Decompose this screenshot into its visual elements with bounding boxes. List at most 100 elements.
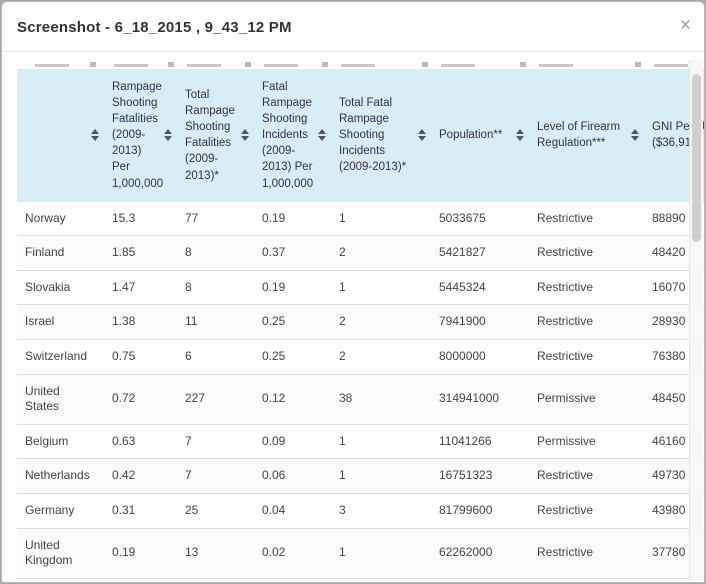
value-cell: 0.19 (254, 270, 331, 306)
value-cell: 0.19 (104, 528, 177, 579)
value-cell: 62262000 (431, 528, 529, 579)
value-cell: 0.63 (104, 424, 177, 460)
table-row: Norway 15.3 77 0.19 1 5033675 Restrictive 88890 (17, 201, 704, 237)
modal-header: Screenshot - 6_18_2015 , 9_43_12 PM × (2, 2, 704, 52)
column-header-label: Total Rampage Shooting Fatalities (2009-… (185, 89, 235, 182)
clipped-text-fragment (539, 64, 573, 67)
table-row: Finland 1.85 8 0.37 2 5421827 Restrictive 48420 (17, 235, 704, 271)
value-cell: 2 (331, 235, 431, 271)
clipped-row (17, 56, 704, 69)
value-cell: 5445324 (431, 270, 529, 306)
value-cell: 0.25 (254, 339, 331, 375)
value-cell: 16751323 (431, 458, 529, 494)
value-cell: 11041266 (431, 424, 529, 460)
table-row: Switzerland 0.75 6 0.25 2 8000000 Restrictive 7… (17, 339, 704, 375)
column-header-5[interactable]: Population** (431, 69, 529, 202)
value-cell: 5033675 (431, 201, 529, 237)
value-cell: 0.19 (254, 201, 331, 237)
column-header-3[interactable]: Fatal Rampage Shooting Incidents (2009-2… (254, 69, 331, 202)
value-cell: 0.02 (254, 528, 331, 579)
value-cell: Restrictive (529, 304, 644, 341)
country-cell: Netherlands (17, 458, 104, 494)
vertical-scrollbar[interactable] (689, 60, 703, 581)
value-cell: 38 (331, 374, 431, 425)
value-cell: 0.72 (104, 374, 177, 425)
value-cell: Permissive (529, 374, 644, 425)
value-cell: Permissive (529, 424, 644, 460)
value-cell: 0.09 (254, 424, 331, 460)
value-cell: 45560 (644, 578, 704, 582)
value-cell: 7 (177, 424, 254, 460)
table-head: Rampage Shooting Fatalities (2009-2013) … (17, 69, 704, 202)
sort-icon[interactable] (631, 129, 639, 142)
country-cell: Canada (17, 578, 104, 582)
clipped-sort-icon (520, 62, 526, 67)
country-cell: Belgium (17, 424, 104, 460)
value-cell: Restrictive (529, 270, 644, 306)
country-cell: Germany (17, 493, 104, 529)
value-cell: 0.75 (104, 339, 177, 375)
column-header-0[interactable] (17, 69, 104, 202)
table-row: Canada0.1760.06235010000Restrictive45560 (17, 578, 704, 582)
value-cell: 1.47 (104, 270, 177, 306)
value-cell: 7941900 (431, 304, 529, 341)
value-cell: 1 (331, 424, 431, 460)
value-cell: 6 (177, 339, 254, 375)
table-container: Rampage Shooting Fatalities (2009-2013) … (17, 69, 704, 582)
country-cell: United States (17, 374, 104, 425)
value-cell: 77 (177, 201, 254, 237)
value-cell: Restrictive (529, 458, 644, 494)
value-cell: 0.25 (254, 304, 331, 341)
close-icon[interactable]: × (679, 15, 691, 36)
sort-icon[interactable] (516, 129, 524, 142)
value-cell: 15.3 (104, 201, 177, 237)
value-cell: 227 (177, 374, 254, 425)
sort-icon[interactable] (241, 129, 249, 142)
value-cell: Restrictive (529, 578, 644, 582)
table-row: Germany 0.31 25 0.04 3 81799600 Restrictive 439… (17, 493, 704, 529)
column-header-6[interactable]: Level of Firearm Regulation*** (529, 69, 644, 202)
value-cell: Restrictive (529, 235, 644, 271)
value-cell: 2 (331, 304, 431, 341)
value-cell: 2 (331, 578, 431, 582)
column-header-label: Fatal Rampage Shooting Incidents (2009-2… (262, 81, 314, 190)
value-cell: 1 (331, 528, 431, 579)
country-cell: Israel (17, 304, 104, 341)
sort-icon[interactable] (91, 129, 99, 142)
value-cell: 5421827 (431, 235, 529, 271)
column-header-2[interactable]: Total Rampage Shooting Fatalities (2009-… (177, 69, 254, 202)
value-cell: 0.06 (254, 578, 331, 582)
table-row: United States 0.72 227 0.12 38 314941000 Permi… (17, 374, 704, 425)
modal-title: Screenshot - 6_18_2015 , 9_43_12 PM (17, 19, 292, 36)
table-row: United Kingdom 0.19 13 0.02 1 62262000 Restric… (17, 528, 704, 579)
table-row: Israel 1.38 11 0.25 2 7941900 Restrictive 28930 (17, 304, 704, 341)
value-cell: 1 (331, 270, 431, 306)
scrollbar-thumb[interactable] (692, 74, 701, 242)
value-cell: 3 (331, 493, 431, 529)
clipped-text-fragment (187, 64, 221, 67)
column-header-1[interactable]: Rampage Shooting Fatalities (2009-2013) … (104, 69, 177, 202)
column-header-4[interactable]: Total Fatal Rampage Shooting Incidents (… (331, 69, 431, 202)
sort-icon[interactable] (418, 129, 426, 142)
value-cell: 7 (177, 458, 254, 494)
value-cell: 8000000 (431, 339, 529, 375)
country-cell: Norway (17, 201, 104, 237)
value-cell: 1.38 (104, 304, 177, 341)
value-cell: 314941000 (431, 374, 529, 425)
sort-icon[interactable] (164, 129, 172, 142)
clipped-sort-icon (322, 62, 328, 67)
value-cell: 35010000 (431, 578, 529, 582)
value-cell: Restrictive (529, 528, 644, 579)
value-cell: Restrictive (529, 201, 644, 237)
clipped-text-fragment (441, 64, 475, 67)
data-table: Rampage Shooting Fatalities (2009-2013) … (17, 69, 704, 582)
clipped-text-fragment (35, 64, 69, 67)
value-cell: 8 (177, 270, 254, 306)
sort-icon[interactable] (318, 129, 326, 142)
value-cell: Restrictive (529, 493, 644, 529)
header-row: Rampage Shooting Fatalities (2009-2013) … (17, 69, 704, 202)
table-row: Slovakia 1.47 8 0.19 1 5445324 Restrictive 1607… (17, 270, 704, 306)
value-cell: 81799600 (431, 493, 529, 529)
clipped-sort-icon (635, 62, 641, 67)
